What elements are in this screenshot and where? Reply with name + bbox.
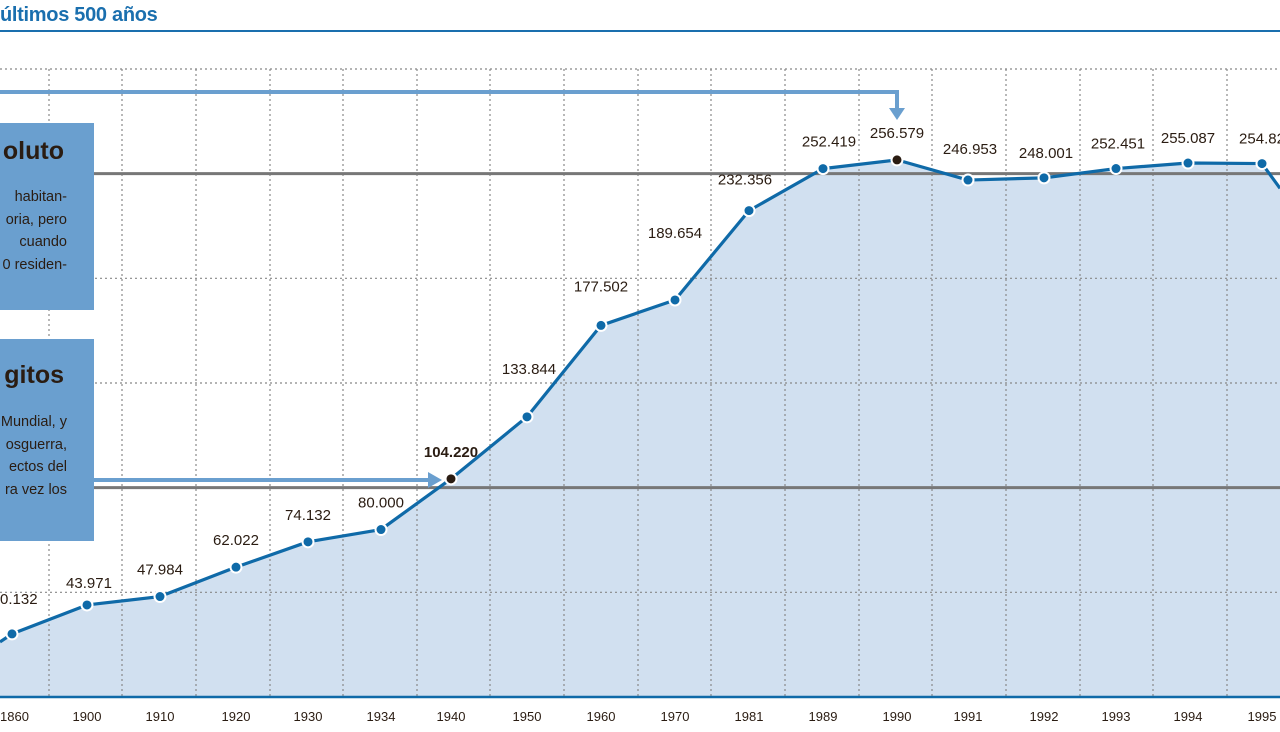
x-tick-label: 1993 xyxy=(1102,709,1131,724)
data-point xyxy=(444,472,458,486)
data-label: 62.022 xyxy=(213,532,259,549)
x-tick-label: 1900 xyxy=(73,709,102,724)
annotation-line: oria, pero xyxy=(5,211,67,228)
data-point xyxy=(153,590,167,604)
x-tick-label: 1940 xyxy=(437,709,466,724)
data-label: 256.579 xyxy=(870,125,924,142)
x-tick-label: 1981 xyxy=(735,709,764,724)
data-point xyxy=(5,627,19,641)
annotation-heading: gitos xyxy=(4,361,64,389)
x-tick-label: 1970 xyxy=(661,709,690,724)
x-tick-label: 1994 xyxy=(1174,709,1203,724)
annotation-box-war: gitos Mundial, y osguerra, ectos del ra … xyxy=(0,339,94,541)
data-label: 252.419 xyxy=(802,134,856,151)
x-tick-label: 1910 xyxy=(146,709,175,724)
data-label: 74.132 xyxy=(285,507,331,524)
data-point xyxy=(742,204,756,218)
data-label: 232.356 xyxy=(718,172,772,189)
annotation-box-peak: oluto habitan- oria, pero cuando 0 resid… xyxy=(0,123,94,310)
arrowhead-icon xyxy=(889,108,905,120)
x-tick-label: 1992 xyxy=(1030,709,1059,724)
data-point xyxy=(229,560,243,574)
series-line xyxy=(0,158,1280,644)
data-label: 255.087 xyxy=(1161,130,1215,147)
annotation-heading: oluto xyxy=(2,137,64,165)
data-point xyxy=(594,318,608,332)
data-point xyxy=(816,162,830,176)
chart-title: últimos 500 años xyxy=(0,4,158,26)
x-tick-label: 1990 xyxy=(883,709,912,724)
data-label: 254.82 xyxy=(1239,131,1280,148)
data-point xyxy=(1255,157,1269,171)
data-label: 80.000 xyxy=(358,495,404,512)
data-label: 0.132 xyxy=(0,591,38,608)
data-point xyxy=(520,410,534,424)
data-label: 43.971 xyxy=(66,575,112,592)
x-tick-label: 1950 xyxy=(513,709,542,724)
annotation-line: ectos del xyxy=(8,459,67,475)
annotation-line: habitan- xyxy=(14,189,67,205)
data-label: 248.001 xyxy=(1019,145,1073,162)
x-tick-label: 1989 xyxy=(809,709,838,724)
arrowhead-icon xyxy=(428,472,442,488)
data-point xyxy=(1181,156,1195,170)
area-fill xyxy=(0,159,1280,697)
x-tick-label: 1930 xyxy=(294,709,323,724)
annotation-text: Mundial, y osguerra, ectos del ra vez lo… xyxy=(1,411,67,501)
data-label: 47.984 xyxy=(137,562,183,579)
data-point xyxy=(1037,171,1051,185)
annotation-line: Mundial, y xyxy=(0,414,67,430)
data-point xyxy=(1109,162,1123,176)
x-tick-label: 1860 xyxy=(0,709,29,724)
annotation-line: osguerra, xyxy=(5,436,67,453)
data-point xyxy=(80,598,94,612)
data-point xyxy=(961,173,975,187)
data-point xyxy=(374,523,388,537)
title-rule xyxy=(0,30,1280,32)
x-tick-label: 1991 xyxy=(954,709,983,724)
data-label: 252.451 xyxy=(1091,136,1145,153)
data-label: 177.502 xyxy=(574,278,628,295)
data-label: 189.654 xyxy=(648,225,702,242)
arrow-to-peak xyxy=(0,90,899,112)
annotation-text: habitan- oria, pero cuando 0 residen- xyxy=(3,186,67,276)
annotation-line: ra vez los xyxy=(4,481,67,498)
data-point xyxy=(890,153,904,167)
x-tick-label: 1960 xyxy=(587,709,616,724)
x-tick-label: 1920 xyxy=(222,709,251,724)
data-point xyxy=(668,293,682,307)
data-label: 133.844 xyxy=(502,361,556,378)
annotation-line: 0 residen- xyxy=(2,256,67,273)
x-tick-label: 1995 xyxy=(1248,709,1277,724)
data-point xyxy=(301,535,315,549)
data-label: 104.220 xyxy=(424,444,478,461)
x-tick-label: 1934 xyxy=(367,709,396,724)
annotation-line: cuando xyxy=(19,234,67,250)
data-label: 246.953 xyxy=(943,141,997,158)
